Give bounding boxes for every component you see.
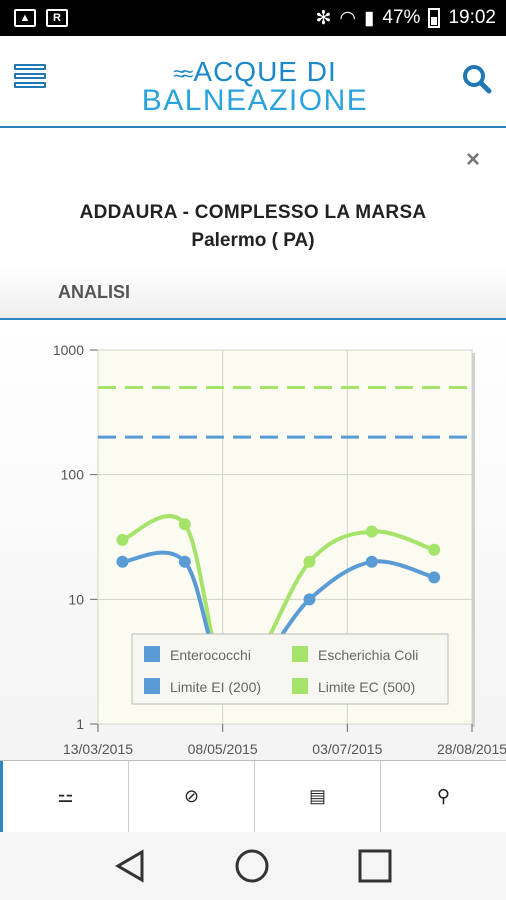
y-tick-label: 1000 (53, 342, 84, 358)
site-name: ADDAURA - COMPLESSO LA MARSA (79, 202, 427, 223)
back-icon[interactable] (114, 849, 146, 883)
legend-swatch (144, 678, 160, 694)
data-point (303, 555, 316, 568)
signal-icon: ▮ (363, 7, 375, 29)
legend-label: Enterococchi (170, 647, 251, 663)
data-point (365, 555, 378, 568)
data-point (178, 555, 191, 568)
app-header: ≈≈ ACQUE DI BALNEAZIONE (0, 36, 506, 128)
search-icon[interactable] (462, 64, 494, 96)
bottom-tab-bar: ⚍ ⊘ ▤ ⚲ (0, 760, 506, 832)
status-bar: ▲ R ✻ ◠ ▮ 47% 19:02 (0, 0, 506, 36)
data-point (303, 593, 316, 606)
list-card-icon: ▤ (308, 786, 326, 806)
battery-icon (428, 8, 441, 28)
section-title: ANALISI (58, 282, 130, 302)
battery-percent: 47% (382, 7, 421, 28)
clock: 19:02 (448, 7, 496, 28)
logo-line2: BALNEAZIONE (141, 84, 369, 117)
tab-location[interactable]: ⚲ (381, 761, 506, 832)
menu-icon[interactable] (14, 64, 46, 90)
image-notification-icon: ▲ (14, 9, 36, 27)
bluetooth-icon: ✻ (315, 7, 332, 29)
data-point (365, 525, 378, 538)
swimmer-icon: ⚍ (57, 786, 74, 806)
x-tick-label: 08/05/2015 (188, 741, 258, 757)
app-notification-icon: R (46, 9, 68, 27)
x-tick-label: 13/03/2015 (63, 741, 133, 757)
site-location: Palermo ( PA) (191, 230, 315, 251)
recents-icon[interactable] (358, 849, 392, 883)
x-tick-label: 03/07/2015 (312, 741, 382, 757)
section-header: ANALISI (0, 266, 506, 320)
x-tick-label: 28/08/2015 (437, 741, 506, 757)
app-logo: ≈≈ ACQUE DI BALNEAZIONE (140, 58, 370, 116)
logo-line1: ACQUE DI (193, 56, 337, 87)
tab-prohibition[interactable]: ⊘ (129, 761, 255, 832)
legend-box (131, 633, 449, 705)
system-nav-bar (0, 832, 506, 900)
legend-label: Escherichia Coli (318, 647, 418, 663)
home-icon[interactable] (234, 848, 270, 884)
tab-calendar[interactable]: ▤ (255, 761, 381, 832)
y-tick-label: 100 (61, 467, 85, 483)
y-tick-label: 1 (76, 716, 84, 732)
prohibition-icon: ⊘ (183, 786, 200, 806)
plot-shadow (472, 353, 475, 727)
data-point (428, 543, 441, 556)
legend-label: Limite EI (200) (170, 679, 261, 695)
y-tick-label: 10 (68, 591, 84, 607)
tab-swimming[interactable]: ⚍ (0, 761, 129, 832)
legend-label: Limite EC (500) (318, 679, 415, 695)
data-point (178, 518, 191, 531)
legend-swatch (144, 646, 160, 662)
legend-swatch (292, 646, 308, 662)
data-point (116, 555, 129, 568)
close-icon[interactable]: × (465, 146, 480, 173)
data-point (116, 533, 129, 546)
map-pin-icon: ⚲ (436, 786, 451, 806)
data-point (428, 571, 441, 584)
legend-swatch (292, 678, 308, 694)
wifi-icon: ◠ (339, 7, 356, 29)
analysis-chart: 1 10 100 1000 13/03/2015 08/05/2015 03/07/2015… (53, 342, 506, 757)
chart-container: 1 10 100 1000 13/03/2015 08/05/2015 03/07/2015… (0, 322, 506, 762)
waves-icon: ≈≈ (173, 61, 193, 86)
